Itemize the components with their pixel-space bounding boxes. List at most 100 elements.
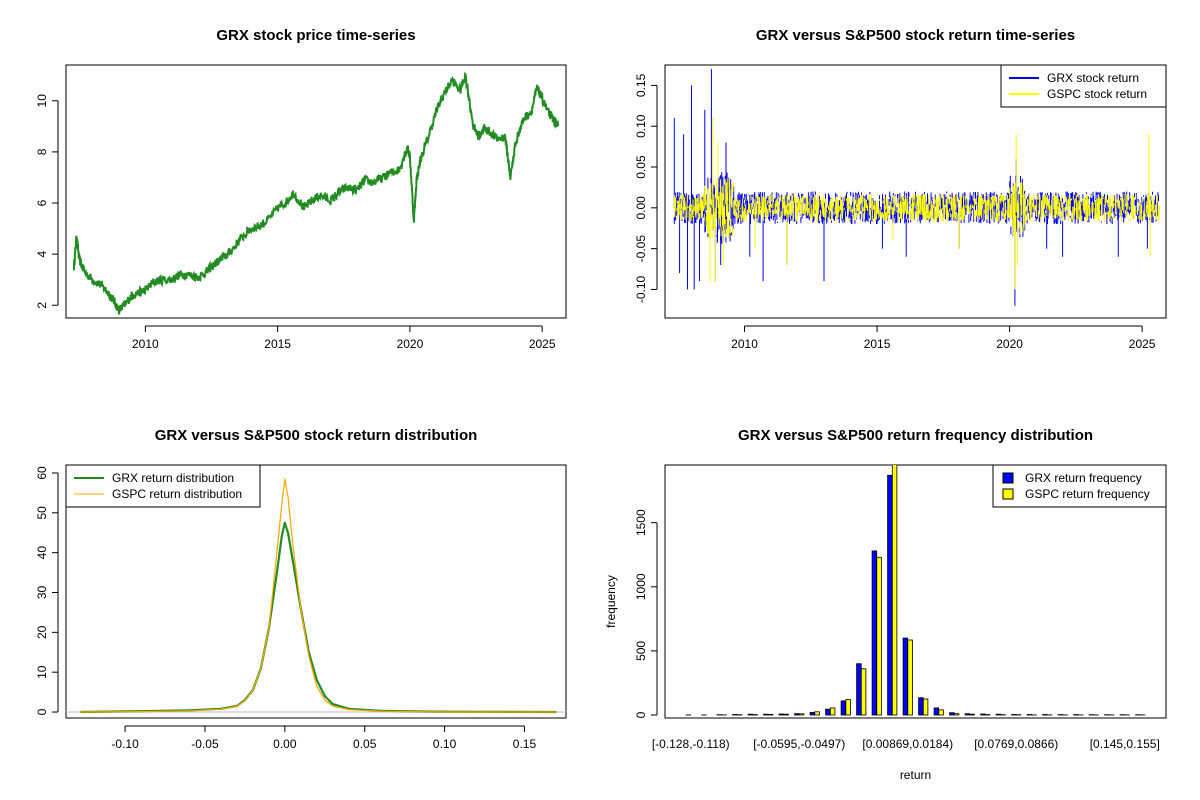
grx-frequency-bar	[1011, 714, 1017, 716]
y-tick-label: 2	[35, 302, 49, 309]
y-tick-label: 8	[35, 148, 49, 155]
x-tick-label: 2020	[397, 337, 424, 351]
legend-box	[992, 464, 1167, 508]
x-axis-title: return	[900, 768, 931, 782]
legend-label: GSPC return distribution	[112, 487, 242, 501]
gspc-frequency-bar	[907, 639, 913, 716]
x-tick-label: 2015	[264, 337, 291, 351]
y-tick-label: 500	[634, 641, 648, 661]
gspc-frequency-bar	[953, 713, 960, 716]
y-axis-title: frequency	[604, 575, 618, 628]
y-tick-label: 1000	[634, 573, 648, 600]
y-tick-label: 0.05	[634, 155, 648, 179]
legend-label: GSPC stock return	[1047, 87, 1147, 101]
gspc-frequency-bar	[829, 707, 836, 716]
y-tick-label: 0.00	[634, 196, 648, 220]
gspc-frequency-bar	[860, 668, 867, 716]
y-tick-label: 20	[35, 625, 49, 639]
grx-density-line	[80, 521, 557, 714]
x-tick-label: 0.00	[273, 737, 297, 751]
chart-title: GRX stock price time-series	[216, 27, 415, 44]
y-tick-label: 0.15	[634, 73, 648, 97]
legend-box	[1000, 64, 1167, 108]
y-tick-label: 0	[35, 708, 49, 715]
grx-frequency-bar	[747, 713, 754, 716]
grx-frequency-bar	[887, 474, 893, 716]
grx-frequency-bar	[794, 713, 800, 716]
grx-frequency-bar	[980, 713, 986, 716]
gspc-frequency-bar	[814, 711, 820, 716]
grx-frequency-bar	[1026, 714, 1033, 716]
legend-swatch	[1002, 488, 1014, 500]
price-chart: GRX stock price time-series 2010 2015 2020 2…	[35, 27, 567, 351]
histogram-bars	[685, 465, 1146, 716]
grx-frequency-bar	[856, 663, 862, 716]
grx-frequency-bar	[964, 713, 971, 716]
gspc-frequency-bar	[798, 713, 805, 716]
y-tick-label: 4	[35, 250, 49, 257]
legend-label: GRX stock return	[1047, 71, 1139, 85]
x-tick-label: -0.05	[191, 737, 219, 751]
y-tick-label: 1500	[634, 509, 648, 536]
grx-frequency-bar	[933, 707, 940, 716]
gspc-return-series	[673, 118, 1160, 290]
histogram-chart: GRX versus S&P500 return frequency distr…	[604, 427, 1167, 782]
x-tick-label: 2010	[731, 337, 758, 351]
gspc-frequency-bar	[938, 709, 944, 716]
grx-frequency-bar	[825, 708, 831, 716]
legend-label: GRX return frequency	[1025, 471, 1142, 485]
x-tick-label: 2015	[864, 337, 891, 351]
legend-label: GSPC return frequency	[1025, 487, 1150, 501]
x-tick-label: 2020	[996, 337, 1023, 351]
y-tick-label: 0.10	[634, 114, 648, 138]
legend-swatch	[1002, 472, 1014, 484]
grx-frequency-bar	[871, 550, 878, 716]
grx-frequency-bar	[778, 713, 785, 716]
gspc-frequency-bar	[876, 556, 882, 716]
y-tick-label: -0.05	[634, 235, 648, 263]
returns-chart: GRX versus S&P500 stock return time-seri…	[634, 27, 1167, 351]
price-frame	[65, 64, 567, 319]
chart-title: GRX versus S&P500 stock return distribut…	[155, 427, 478, 444]
x-tick-label: [-0.0595,-0.0497)	[753, 737, 845, 751]
legend-box	[65, 464, 261, 508]
gspc-frequency-bar	[845, 699, 851, 716]
gspc-frequency-bar	[969, 713, 975, 716]
y-tick-label: 6	[35, 199, 49, 206]
x-tick-label: [0.00869,0.0184)	[862, 737, 953, 751]
x-tick-label: [0.0769,0.0866)	[974, 737, 1058, 751]
histogram-frame	[664, 464, 1167, 719]
grx-frequency-bar	[995, 713, 1002, 716]
y-tick-label: 10	[35, 665, 49, 679]
y-tick-label: 50	[35, 506, 49, 520]
gspc-frequency-bar	[767, 714, 774, 716]
x-tick-label: 2010	[132, 337, 159, 351]
legend-label: GRX return distribution	[112, 471, 234, 485]
y-tick-label: 10	[35, 94, 49, 108]
gspc-density-line	[80, 478, 557, 713]
gspc-frequency-bar	[783, 713, 789, 716]
grx-frequency-bar	[1042, 714, 1048, 716]
grx-frequency-bar	[809, 712, 816, 716]
x-tick-label: 0.15	[513, 737, 537, 751]
x-tick-label: 0.10	[433, 737, 457, 751]
grx-frequency-bar	[918, 697, 924, 716]
chart-title: GRX versus S&P500 return frequency distr…	[738, 427, 1093, 444]
x-tick-label: 0.05	[353, 737, 377, 751]
grx-frequency-bar	[763, 713, 769, 716]
x-tick-label: 2025	[1129, 337, 1156, 351]
grx-frequency-bar	[902, 637, 909, 716]
gspc-frequency-bar	[891, 465, 898, 716]
grx-frequency-bar	[732, 714, 738, 716]
density-frame	[65, 464, 567, 719]
grx-frequency-bar	[949, 712, 955, 716]
chart-title: GRX versus S&P500 stock return time-seri…	[756, 27, 1075, 44]
grx-price-line	[72, 71, 560, 315]
y-tick-label: 0	[634, 711, 648, 718]
grx-frequency-bar	[840, 700, 847, 716]
x-tick-label: -0.10	[111, 737, 139, 751]
y-tick-label: 40	[35, 546, 49, 560]
x-tick-label: [-0.128,-0.118)	[652, 737, 730, 751]
y-tick-label: -0.10	[634, 275, 648, 303]
